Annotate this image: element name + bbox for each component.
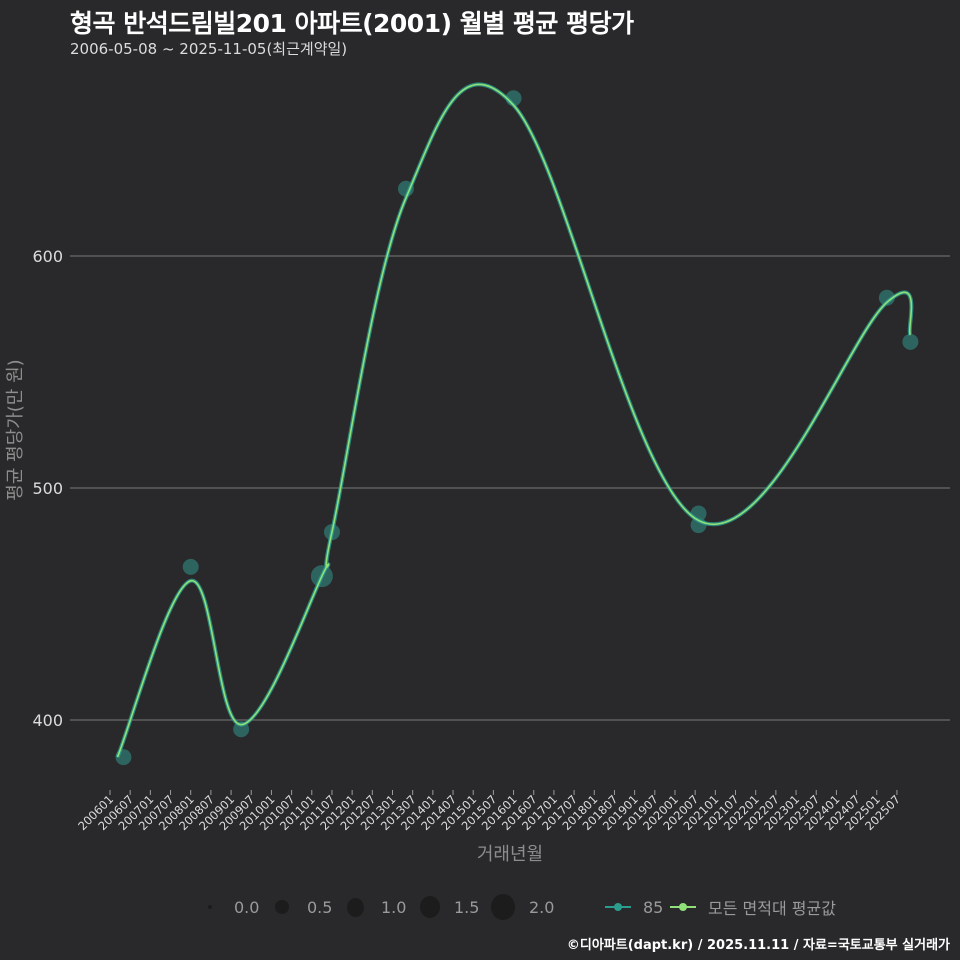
legend-size-0-5: 0.5 bbox=[275, 890, 332, 924]
y-tick-label: 600 bbox=[32, 247, 63, 266]
size-dot-icon bbox=[420, 896, 440, 918]
series-85-line bbox=[115, 82, 914, 758]
size-dot-icon bbox=[491, 894, 515, 920]
y-tick-label: 500 bbox=[32, 479, 63, 498]
legend-size-1-0: 1.0 bbox=[347, 890, 406, 924]
legend: 0.0 0.5 1.0 1.5 2.0 85 모든 면적대 평균값 bbox=[0, 890, 960, 924]
legend-size-label: 1.5 bbox=[454, 897, 480, 917]
legend-size-label: 0.5 bbox=[307, 897, 333, 917]
legend-size-label: 0.0 bbox=[234, 897, 260, 917]
chart-subtitle: 2006-05-08 ~ 2025-11-05(최근계약일) bbox=[70, 40, 348, 58]
y-axis-label: 평균 평당가(만 원) bbox=[5, 359, 26, 501]
line-marker-icon bbox=[670, 903, 696, 911]
legend-series-label: 85 bbox=[643, 897, 664, 917]
source-caption: ©디아파트(dapt.kr) / 2025.11.11 / 자료=국토교통부 실… bbox=[566, 938, 950, 953]
chart-title: 형곡 반석드림빌201 아파트(2001) 월별 평균 평당가 bbox=[70, 9, 634, 38]
legend-size-label: 2.0 bbox=[529, 897, 555, 917]
legend-size-label: 1.0 bbox=[381, 897, 407, 917]
data-point bbox=[182, 558, 199, 575]
data-point bbox=[878, 289, 895, 306]
legend-series-avg: 모든 면적대 평균값 bbox=[670, 890, 836, 924]
average-line bbox=[116, 83, 913, 758]
size-dot-icon bbox=[275, 900, 289, 914]
legend-series-85: 85 bbox=[605, 890, 663, 924]
x-axis-label: 거래년월 bbox=[476, 844, 544, 865]
legend-size-1-5: 1.5 bbox=[420, 890, 479, 924]
size-dot-icon bbox=[208, 905, 212, 909]
legend-size-0: 0.0 bbox=[203, 890, 259, 924]
y-tick-label: 400 bbox=[32, 711, 63, 730]
line-marker-icon bbox=[605, 903, 631, 911]
legend-size-2-0: 2.0 bbox=[491, 890, 554, 924]
data-point bbox=[902, 333, 919, 350]
size-dot-icon bbox=[347, 897, 364, 917]
legend-series-label: 모든 면적대 평균값 bbox=[708, 899, 836, 918]
